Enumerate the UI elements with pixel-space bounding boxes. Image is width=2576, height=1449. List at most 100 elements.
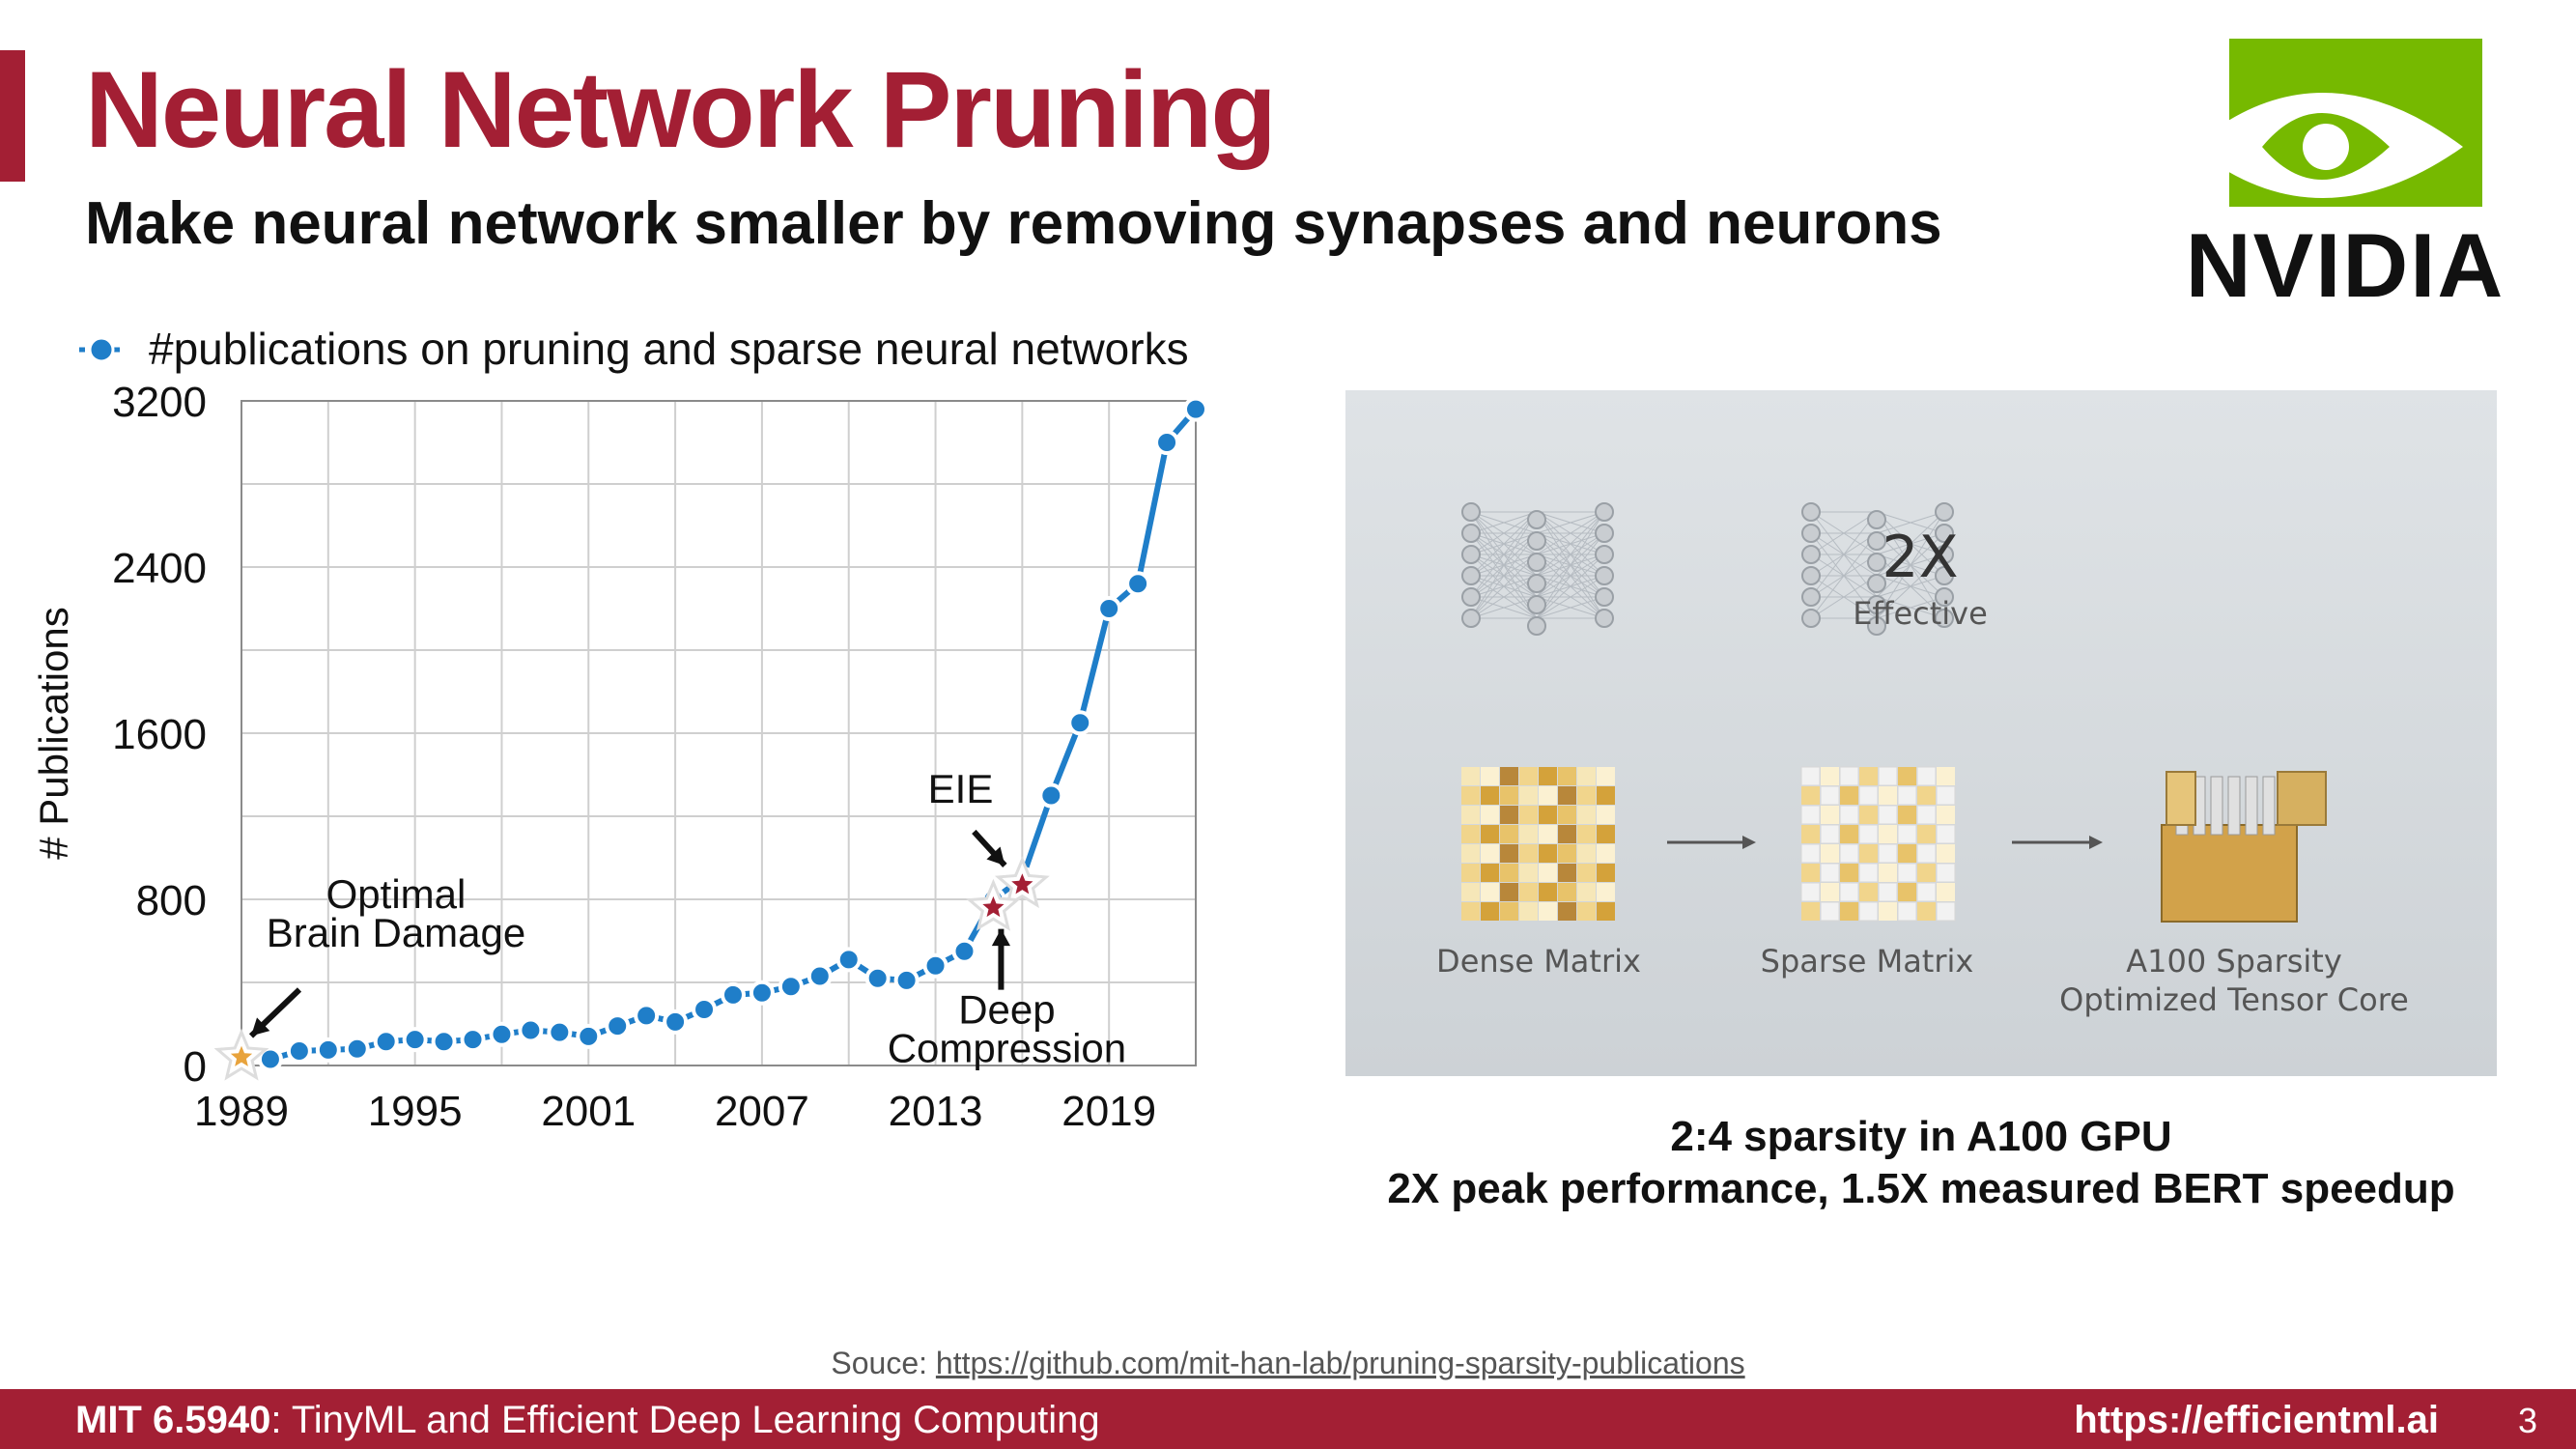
dense-network-edge [1536, 596, 1605, 619]
dense-network-node [1527, 510, 1546, 529]
source-link[interactable]: https://github.com/mit-han-lab/pruning-s… [935, 1346, 1745, 1380]
sparse-network-edge [1810, 575, 1878, 619]
sparse-network-node [1935, 524, 1954, 543]
dense-matrix-cell [1481, 767, 1499, 785]
annotation-deep-compression: Compression [888, 1026, 1126, 1071]
dense-network-edge [1470, 554, 1538, 619]
dense-matrix-cell [1577, 786, 1596, 805]
data-point [402, 1027, 428, 1053]
y-axis-label: # Publications [31, 607, 76, 860]
data-point [864, 965, 891, 991]
dense-matrix-cell [1539, 825, 1557, 843]
sparse-matrix-cell [1839, 805, 1859, 825]
sparse-matrix-cell [1937, 844, 1955, 863]
dense-matrix-cell [1481, 902, 1499, 921]
sparse-matrix-cell [1840, 902, 1858, 921]
sparse-network-node [1801, 609, 1821, 628]
sparse-network-edge [1810, 511, 1878, 598]
data-point [1125, 571, 1151, 597]
dense-network-edge [1470, 511, 1538, 534]
caption-line-1: 2:4 sparsity in A100 GPU [1670, 1113, 2172, 1160]
dense-network-edge [1470, 532, 1538, 619]
sparse-matrix-cell [1936, 785, 1956, 806]
dense-network-edge [1536, 575, 1605, 619]
dense-matrix-cell [1558, 806, 1576, 824]
sparse-network-node [1935, 609, 1954, 628]
dense-network-node [1527, 553, 1546, 572]
sparse-matrix-cell [1859, 767, 1878, 785]
x-tick-label: 2019 [1062, 1088, 1156, 1135]
tensor-core-left-tile [2166, 771, 2196, 826]
nvidia-wordmark: NVIDIA [2185, 214, 2505, 316]
dense-network-node [1461, 609, 1481, 628]
dense-matrix-cell [1481, 806, 1499, 824]
sparse-matrix-cell [1937, 767, 1955, 785]
dense-matrix-cell [1597, 767, 1615, 785]
dense-matrix-cell [1481, 864, 1499, 882]
y-tick-label: 0 [184, 1043, 207, 1091]
sparse-network-edge [1876, 511, 1945, 577]
dense-matrix-cell [1577, 825, 1596, 843]
dense-matrix-cell [1539, 902, 1557, 921]
sparse-network-node [1801, 524, 1821, 543]
footer-course: MIT 6.5940: TinyML and Efficient Deep Le… [75, 1399, 1100, 1442]
data-point [257, 1046, 283, 1072]
dense-matrix-cell [1539, 786, 1557, 805]
arrow-eie-head [986, 846, 1005, 866]
page-number: 3 [2517, 1401, 2537, 1440]
dense-matrix-cell [1539, 864, 1557, 882]
sparse-matrix-cell [1878, 843, 1898, 864]
tensor-core-pillar [2227, 776, 2241, 836]
sparse-matrix-cell [1820, 785, 1840, 806]
x-tick-label: 1995 [368, 1088, 463, 1135]
dense-matrix-cell [1461, 806, 1480, 824]
caption-line-2: 2X peak performance, 1.5X measured BERT … [1387, 1165, 2455, 1212]
sparse-matrix-cell [1800, 843, 1821, 864]
dense-network-node [1595, 609, 1614, 628]
sparse-matrix-cell [1897, 863, 1917, 883]
dense-matrix-cell [1558, 902, 1576, 921]
series-line [269, 407, 1199, 1063]
dense-network-edge [1536, 511, 1605, 619]
footer-url[interactable]: https://efficientml.ai [2074, 1399, 2439, 1441]
source-note: Souce: https://github.com/mit-han-lab/pr… [0, 1346, 2576, 1381]
label-core-line2: Optimized Tensor Core [2059, 981, 2409, 1018]
dense-network-edge [1536, 511, 1605, 577]
sparse-matrix-cell [1879, 902, 1897, 921]
x-tick-label: 2007 [715, 1088, 809, 1135]
sparse-matrix-cell [1820, 824, 1840, 844]
sparse-network-node [1801, 502, 1821, 522]
dense-matrix-cell [1519, 883, 1538, 901]
dense-network-node [1595, 587, 1614, 607]
dense-network-node [1595, 502, 1614, 522]
tensor-core-base [2161, 824, 2298, 923]
sparse-matrix-cell [1917, 825, 1936, 843]
dense-matrix-cell [1558, 825, 1576, 843]
sparse-matrix-cell [1859, 883, 1878, 901]
sparse-matrix-cell [1801, 825, 1820, 843]
label-2x: 2X [1882, 524, 1959, 591]
sparse-matrix-cell [1898, 844, 1916, 863]
footer-course-code: MIT 6.5940 [75, 1399, 271, 1441]
arrow-deep-compression-head [991, 928, 1011, 947]
footer-course-title: : TinyML and Efficient Deep Learning Com… [270, 1399, 1100, 1441]
nvidia-eye-pupil [2303, 124, 2349, 170]
dense-matrix-cell [1558, 844, 1576, 863]
data-point [1038, 782, 1064, 809]
tensor-core-pillar [2210, 776, 2223, 836]
dense-network-node [1595, 524, 1614, 543]
sparsity-illustration [1461, 502, 2327, 923]
dense-matrix-cell [1519, 864, 1538, 882]
sparse-network-edge [1876, 596, 1945, 619]
sparse-matrix-cell [1858, 863, 1879, 883]
data-point [576, 1023, 602, 1049]
sparse-matrix-cell [1801, 902, 1820, 921]
sparse-matrix-cell [1859, 844, 1878, 863]
data-point [1183, 396, 1208, 422]
data-point [692, 996, 718, 1022]
dense-matrix-cell [1500, 902, 1518, 921]
data-point [344, 1036, 370, 1062]
data-point [286, 1037, 312, 1064]
sparse-matrix-cell [1800, 766, 1821, 786]
dense-network-node [1461, 587, 1481, 607]
